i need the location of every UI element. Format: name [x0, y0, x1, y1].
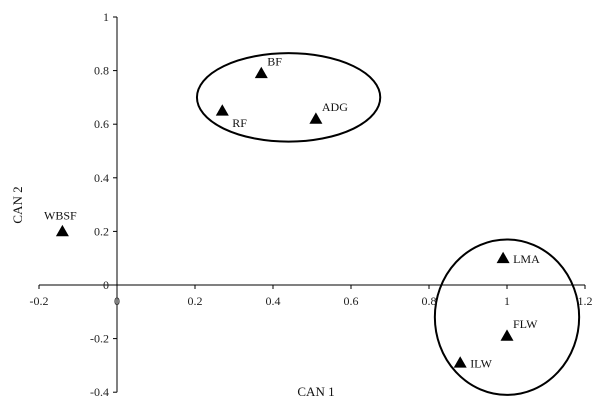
- x-tick-label: 0.8: [422, 294, 437, 308]
- y-tick-label: -0.4: [90, 385, 109, 399]
- x-tick-label: 0.6: [344, 294, 359, 308]
- data-point-label: WBSF: [44, 208, 77, 222]
- group-ellipse: [433, 238, 581, 396]
- x-tick-label: 0: [114, 294, 120, 308]
- data-point-label: ADG: [322, 100, 348, 114]
- data-point-label: LMA: [513, 252, 540, 266]
- data-point-label: BF: [267, 54, 282, 68]
- ticks: -0.2 0 0.2 0.4 0.6 0.8 1 1.2 -0.4 -0.2 0 0.2 0.4 0.6 0…: [30, 10, 593, 399]
- y-axis-title: CAN 2: [10, 186, 25, 223]
- data-point-label: RF: [232, 116, 247, 130]
- y-tick-label: -0.2: [90, 332, 109, 346]
- data-point-marker: [500, 329, 514, 341]
- x-tick-label: 0.4: [266, 294, 281, 308]
- y-tick-label: 0: [103, 278, 109, 292]
- x-tick-label: 1: [504, 294, 510, 308]
- data-point-marker: [215, 104, 229, 116]
- x-tick-label: -0.2: [30, 294, 49, 308]
- data-point-label: FLW: [513, 317, 538, 331]
- data-point-label: ILW: [470, 357, 492, 371]
- y-tick-label: 0.8: [94, 64, 109, 78]
- y-tick-label: 0.6: [94, 117, 109, 131]
- x-tick-label: 0.2: [188, 294, 203, 308]
- data-points: BF RF ADG WBSF LMA FLW ILW: [44, 54, 540, 370]
- y-tick-label: 0.2: [94, 224, 109, 238]
- group-ellipse: [195, 52, 382, 143]
- y-tick-label: 0.4: [94, 171, 109, 185]
- data-point-marker: [55, 224, 69, 237]
- data-point-marker: [254, 66, 268, 79]
- data-point-marker: [309, 112, 323, 124]
- x-axis-title: CAN 1: [297, 384, 334, 399]
- axes: [39, 17, 585, 393]
- group-ellipses: [195, 52, 581, 396]
- x-tick-label: 1.2: [578, 294, 593, 308]
- data-point-marker: [496, 251, 510, 264]
- data-point-marker: [453, 356, 467, 368]
- y-tick-label: 1: [103, 10, 109, 24]
